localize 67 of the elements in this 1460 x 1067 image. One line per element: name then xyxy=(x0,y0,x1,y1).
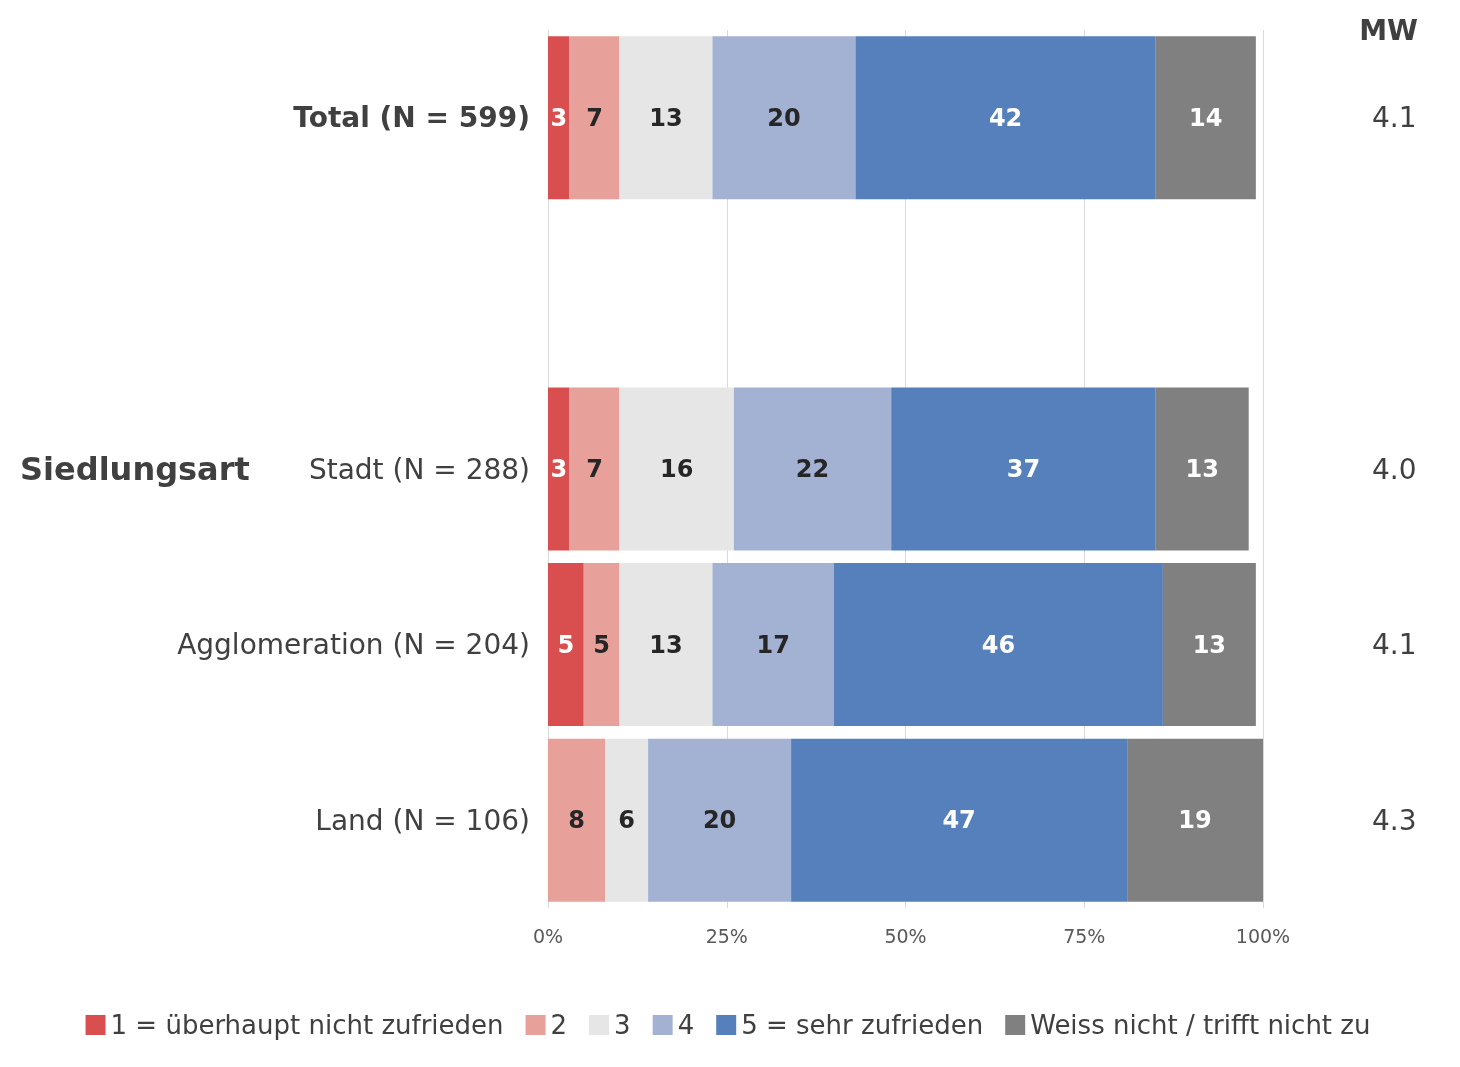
y-tick-label: Total (N = 599) xyxy=(293,101,530,135)
legend-label: 4 xyxy=(677,1010,695,1040)
bar xyxy=(1127,738,1263,902)
data-label: 46 xyxy=(981,630,1016,659)
data-label: 6 xyxy=(618,806,635,835)
y-tick-label: Land (N = 106) xyxy=(315,803,530,837)
bar xyxy=(619,36,713,200)
data-label: 16 xyxy=(660,455,694,483)
x-tick-label: 75% xyxy=(1063,924,1106,947)
data-label: 37 xyxy=(1006,455,1041,483)
data-label: 13 xyxy=(649,630,683,659)
y-axis-title: Siedlungsart xyxy=(20,450,250,488)
data-label: 47 xyxy=(942,806,976,835)
x-tick-label: 0% xyxy=(532,924,564,947)
bar xyxy=(619,387,734,551)
data-label: 42 xyxy=(988,103,1023,132)
data-label: 19 xyxy=(1178,806,1212,835)
data-label: 7 xyxy=(586,455,603,483)
bar xyxy=(548,738,606,902)
bar xyxy=(834,563,1163,727)
bar xyxy=(548,387,570,551)
data-label: 20 xyxy=(702,806,737,835)
x-tick-label: 50% xyxy=(884,924,927,947)
data-label: 8 xyxy=(568,806,585,835)
x-tick-label: 100% xyxy=(1235,924,1291,947)
data-label: 13 xyxy=(649,103,683,132)
data-label: 3 xyxy=(550,455,568,483)
legend-label: 3 xyxy=(614,1010,631,1040)
legend-label: 5 = sehr zufrieden xyxy=(741,1010,984,1040)
bar xyxy=(855,36,1156,200)
bar xyxy=(648,738,792,902)
data-label: 20 xyxy=(767,103,801,132)
bar xyxy=(548,36,570,200)
bar xyxy=(1155,387,1249,551)
bar xyxy=(1155,36,1256,200)
data-label: 3 xyxy=(550,103,568,132)
legend-label: 1 = überhaupt nicht zufrieden xyxy=(110,1010,504,1040)
data-label: 13 xyxy=(1185,455,1219,483)
bar xyxy=(733,387,892,551)
bar xyxy=(548,563,584,727)
data-label: 13 xyxy=(1192,630,1227,659)
y-tick-label: Agglomeration (N = 204) xyxy=(177,628,530,662)
data-label: 14 xyxy=(1189,103,1223,132)
bar xyxy=(605,738,649,902)
bar xyxy=(891,387,1156,551)
data-label: 17 xyxy=(756,630,790,659)
bar xyxy=(569,36,620,200)
data-label: 22 xyxy=(795,455,830,483)
bar xyxy=(569,387,620,551)
y-tick-label: Stadt (N = 288) xyxy=(308,452,530,486)
text: MW xyxy=(1359,13,1419,47)
text: 4.1 xyxy=(1372,101,1417,135)
data-label: 5 xyxy=(593,630,610,659)
data-label: 5 xyxy=(557,630,575,659)
bar xyxy=(619,563,713,727)
data-label: 7 xyxy=(586,103,603,132)
legend-label: 2 xyxy=(550,1010,568,1040)
bar xyxy=(1162,563,1256,727)
x-tick-label: 25% xyxy=(705,924,748,947)
bar xyxy=(712,563,834,727)
text: 4.3 xyxy=(1372,803,1417,837)
bar xyxy=(791,738,1128,902)
text: 4.0 xyxy=(1372,452,1417,486)
bar xyxy=(583,563,620,727)
bar xyxy=(712,36,856,200)
text: 4.1 xyxy=(1372,628,1417,662)
legend-label: Weiss nicht / trifft nicht zu xyxy=(1030,1010,1371,1040)
